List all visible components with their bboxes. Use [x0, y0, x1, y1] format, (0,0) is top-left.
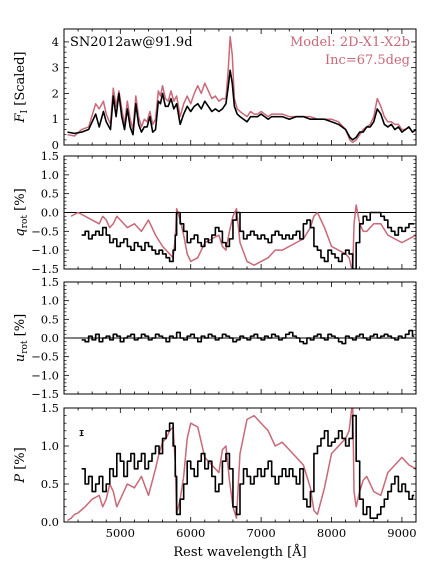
panel-u-rot: −1.5 −1.0 −0.5 0.0 0.5 1.0 1.5 urot [%]: [13, 275, 417, 401]
y-tick-label: 1.0: [41, 168, 59, 182]
x-tick-label: 9000: [387, 526, 416, 540]
y-tick-label: 1.0: [41, 439, 59, 453]
observed-series-line: [81, 329, 415, 345]
x-tick-label: 7000: [246, 526, 275, 540]
y-axis-label: urot [%]: [13, 314, 30, 362]
y-tick-label: 0.5: [41, 187, 59, 201]
y-axis-label: FI [Scaled]: [13, 52, 30, 124]
y-tick-label: 0.0: [41, 515, 59, 529]
y-tick-label: 3: [52, 61, 59, 75]
observed-series-line: [81, 211, 415, 269]
y-tick-label: 1.5: [41, 401, 59, 415]
object-label: SN2012aw@91.9d: [70, 35, 193, 50]
inc-label: Inc=67.5deg: [325, 53, 410, 68]
y-tick-label: −0.5: [31, 350, 59, 364]
x-tick-label: 6000: [176, 526, 205, 540]
y-tick-label: 2: [52, 86, 59, 100]
error-bar: [79, 430, 84, 437]
y-tick-label: 0.5: [41, 312, 59, 326]
x-tick-label: 5000: [106, 526, 135, 540]
model-series-line: [67, 408, 416, 522]
y-tick-label: −1.5: [31, 387, 59, 401]
y-tick-label: 1.0: [41, 294, 59, 308]
x-tick-label: 8000: [317, 526, 346, 540]
observed-series-line: [81, 414, 415, 519]
panel-p: 5000 6000 7000 8000 9000 0.0 0.5 1.0 1.5 P [%]: [13, 401, 417, 540]
y-tick-label: −0.5: [31, 224, 59, 238]
y-tick-label: −1.0: [31, 243, 59, 257]
y-tick-label: 0.0: [41, 331, 59, 345]
y-tick-label: 1.5: [41, 149, 59, 163]
panel-flux: 0 1 2 3 4 FI [Scaled]: [13, 28, 417, 152]
y-tick-label: −1.0: [31, 368, 59, 382]
model-label: Model: 2D-X1-X2b: [290, 35, 410, 50]
y-tick-label: −1.5: [31, 262, 59, 276]
y-axis-label: qrot [%]: [13, 188, 30, 236]
y-tick-label: 0.0: [41, 206, 59, 220]
panel-q-rot: −1.5 −1.0 −0.5 0.0 0.5 1.0 1.5 qrot [%]: [13, 149, 417, 276]
x-axis-label: Rest wavelength [Å]: [173, 544, 306, 560]
panels: 0 1 2 3 4 FI [Scaled] −1.5 −1.0 −0.5 0.0 0.5 1.0 1.5…: [13, 28, 417, 540]
y-tick-label: 1.5: [41, 275, 59, 289]
y-tick-label: 0.5: [41, 477, 59, 491]
axes-frame: [63, 28, 417, 146]
axes-frame: [63, 407, 417, 523]
model-series-line: [70, 204, 416, 269]
y-axis-label: P [%]: [13, 447, 28, 483]
observed-series-line: [67, 69, 416, 141]
y-tick-label: 4: [52, 35, 59, 49]
y-tick-label: 0: [52, 138, 59, 152]
y-tick-label: 1: [52, 112, 59, 126]
